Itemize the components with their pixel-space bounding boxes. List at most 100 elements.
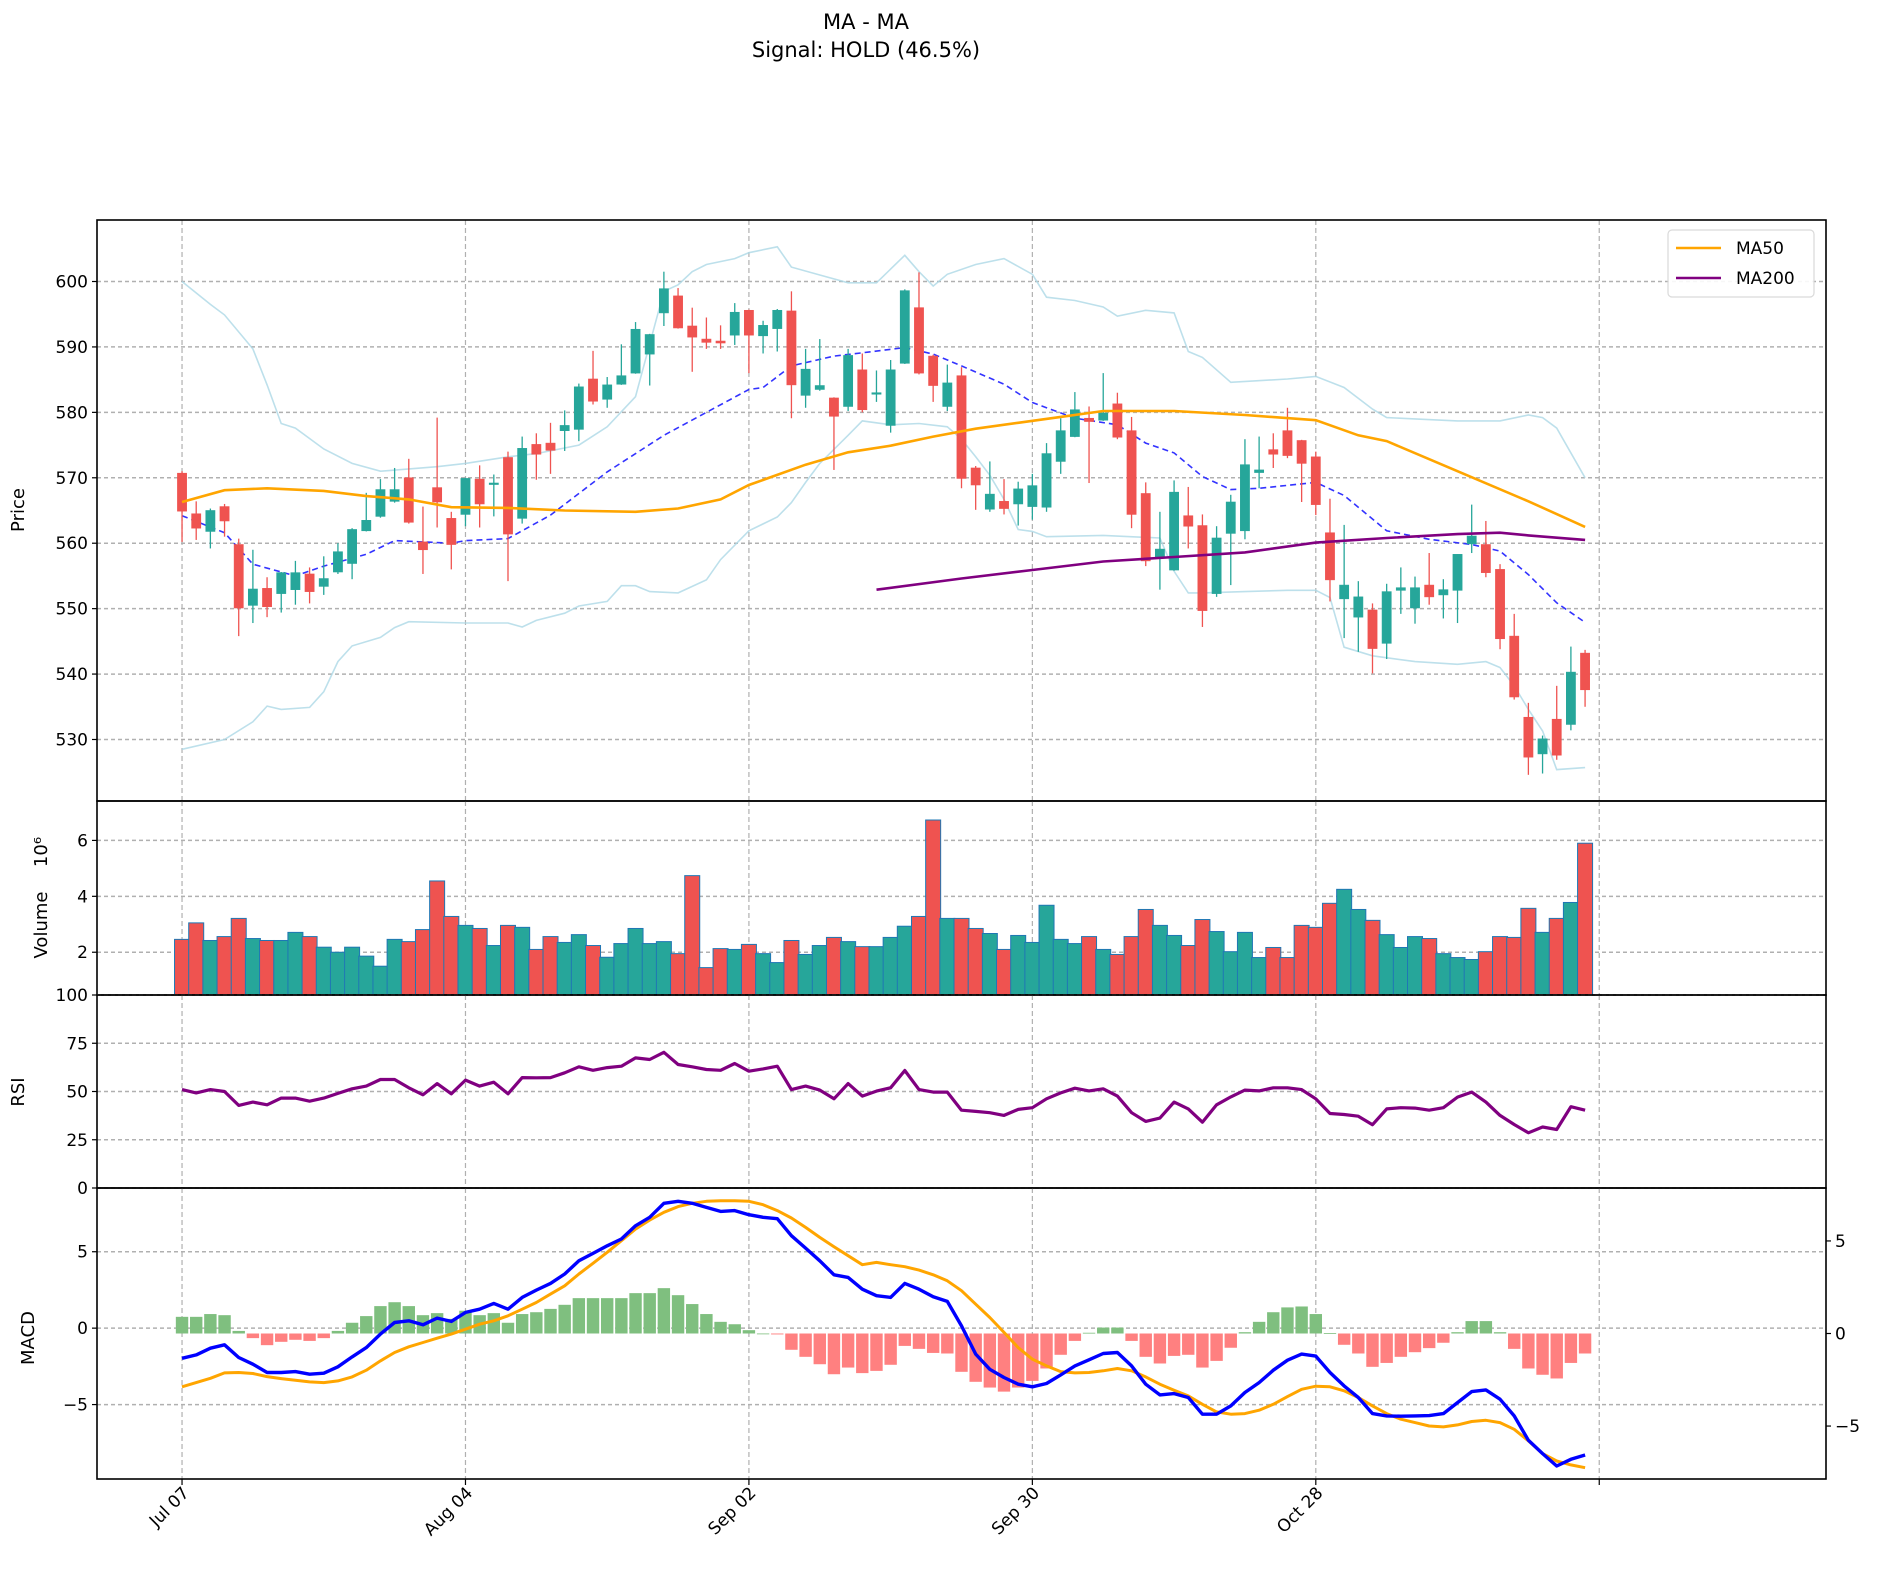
macd-histogram-bar: [700, 1314, 713, 1334]
candlestick: [1225, 494, 1236, 586]
macd-histogram-bar: [374, 1306, 387, 1334]
candle-body: [333, 551, 343, 573]
volume-bar: [259, 939, 276, 996]
volume-bar: [1378, 934, 1395, 996]
candle-body: [205, 510, 216, 532]
candle-body: [290, 572, 301, 590]
candlestick: [1041, 443, 1052, 512]
macd-histogram-bar: [728, 1324, 741, 1334]
volume-bar: [896, 925, 913, 996]
macd-histogram-bar: [856, 1333, 869, 1374]
candle-body: [885, 369, 896, 426]
candlestick: [446, 511, 457, 570]
candle-body: [942, 382, 953, 407]
y-tick-label: 0: [77, 1319, 88, 1339]
candle-body: [1480, 544, 1491, 573]
candlestick: [1480, 520, 1491, 578]
volume-bar: [882, 936, 899, 996]
macd-histogram-bar: [1281, 1307, 1294, 1334]
macd-histogram-bar: [1422, 1333, 1436, 1349]
candle-body: [871, 392, 882, 395]
volume-bar: [528, 948, 545, 996]
volume-bar: [457, 924, 474, 996]
chart-subtitle: Signal: HOLD (46.5%): [751, 38, 981, 62]
macd-histogram-bar: [1366, 1333, 1379, 1367]
candlestick: [857, 353, 868, 413]
y-tick-label: 540: [56, 665, 88, 685]
candlestick: [885, 360, 896, 433]
candle-body: [219, 506, 230, 522]
y-tick-label: 75: [66, 1034, 88, 1054]
candle-body: [1367, 609, 1378, 649]
ma200-line: [876, 531, 1586, 591]
macd-histogram-bar: [955, 1333, 968, 1372]
candlestick: [1098, 373, 1109, 421]
candle-body: [758, 325, 768, 337]
volume-bar: [1109, 953, 1126, 996]
volume-bar: [627, 927, 644, 996]
volume-bar: [1251, 957, 1268, 996]
candle-body: [233, 544, 244, 609]
candlestick: [1537, 735, 1548, 774]
candle-body: [1495, 569, 1505, 640]
volume-bar: [825, 936, 842, 996]
volume-bar: [698, 967, 715, 996]
candle-body: [1126, 430, 1137, 515]
macd-histogram-bar: [1224, 1333, 1237, 1348]
candle-body: [1381, 591, 1392, 644]
candle-body: [1140, 493, 1151, 562]
macd-histogram-bar: [756, 1333, 770, 1335]
candle-body: [1566, 671, 1576, 725]
chart-title: MA - MA: [823, 10, 909, 34]
candlestick: [1112, 392, 1123, 440]
volume-bar: [1548, 917, 1565, 996]
macd-histogram-bar: [1210, 1333, 1223, 1361]
candlestick: [1551, 685, 1562, 760]
macd-histogram-bar: [586, 1298, 600, 1334]
macd-histogram-bar: [1182, 1333, 1195, 1355]
candlestick: [1282, 407, 1293, 459]
bollinger-upper-line: [181, 245, 1586, 479]
candlestick: [474, 465, 485, 528]
volume-bar: [244, 938, 261, 996]
y-tick-label: 2: [77, 943, 88, 963]
price-panel: 530 540 550 560 570 580 590 600: [56, 220, 1826, 801]
volume-bar: [1081, 936, 1098, 996]
candle-body: [573, 386, 584, 430]
candle-body: [970, 467, 981, 486]
candlestick: [1197, 514, 1208, 627]
volume-bar: [329, 951, 346, 996]
macd-histogram-bar: [260, 1333, 274, 1346]
volume-bar: [1066, 943, 1083, 996]
candle-body: [928, 355, 939, 386]
macd-histogram-bar: [657, 1288, 671, 1334]
candlestick: [914, 272, 924, 375]
y-tick-label: 25: [66, 1131, 88, 1151]
candle-body: [687, 325, 698, 338]
macd-histogram-bar: [1380, 1333, 1393, 1363]
candlestick: [814, 339, 825, 391]
ma50-line: [181, 409, 1586, 529]
y-tick-label: 0: [77, 1179, 88, 1199]
macd-histogram-bar: [275, 1333, 288, 1342]
volume-bar: [1236, 931, 1253, 996]
candle-body: [432, 487, 443, 503]
bollinger-middle-line: [181, 346, 1586, 624]
candle-body: [616, 375, 627, 385]
volume-bar: [1123, 936, 1140, 996]
volume-bar: [1435, 953, 1452, 996]
candlestick: [1254, 436, 1265, 489]
candlestick: [418, 506, 428, 574]
macd-axes-frame: [96, 1187, 1827, 1480]
macd-histogram-bar: [289, 1333, 302, 1340]
candle-body: [559, 425, 570, 431]
volume-bar: [1166, 934, 1183, 996]
volume-bar: [1208, 931, 1225, 996]
candlestick: [247, 549, 258, 624]
candlestick: [630, 322, 641, 374]
candle-body: [658, 288, 669, 314]
macd-histogram-bar: [1054, 1333, 1067, 1355]
y-tick-label: 580: [56, 403, 88, 423]
volume-bar: [499, 924, 516, 996]
candle-body: [262, 588, 272, 607]
